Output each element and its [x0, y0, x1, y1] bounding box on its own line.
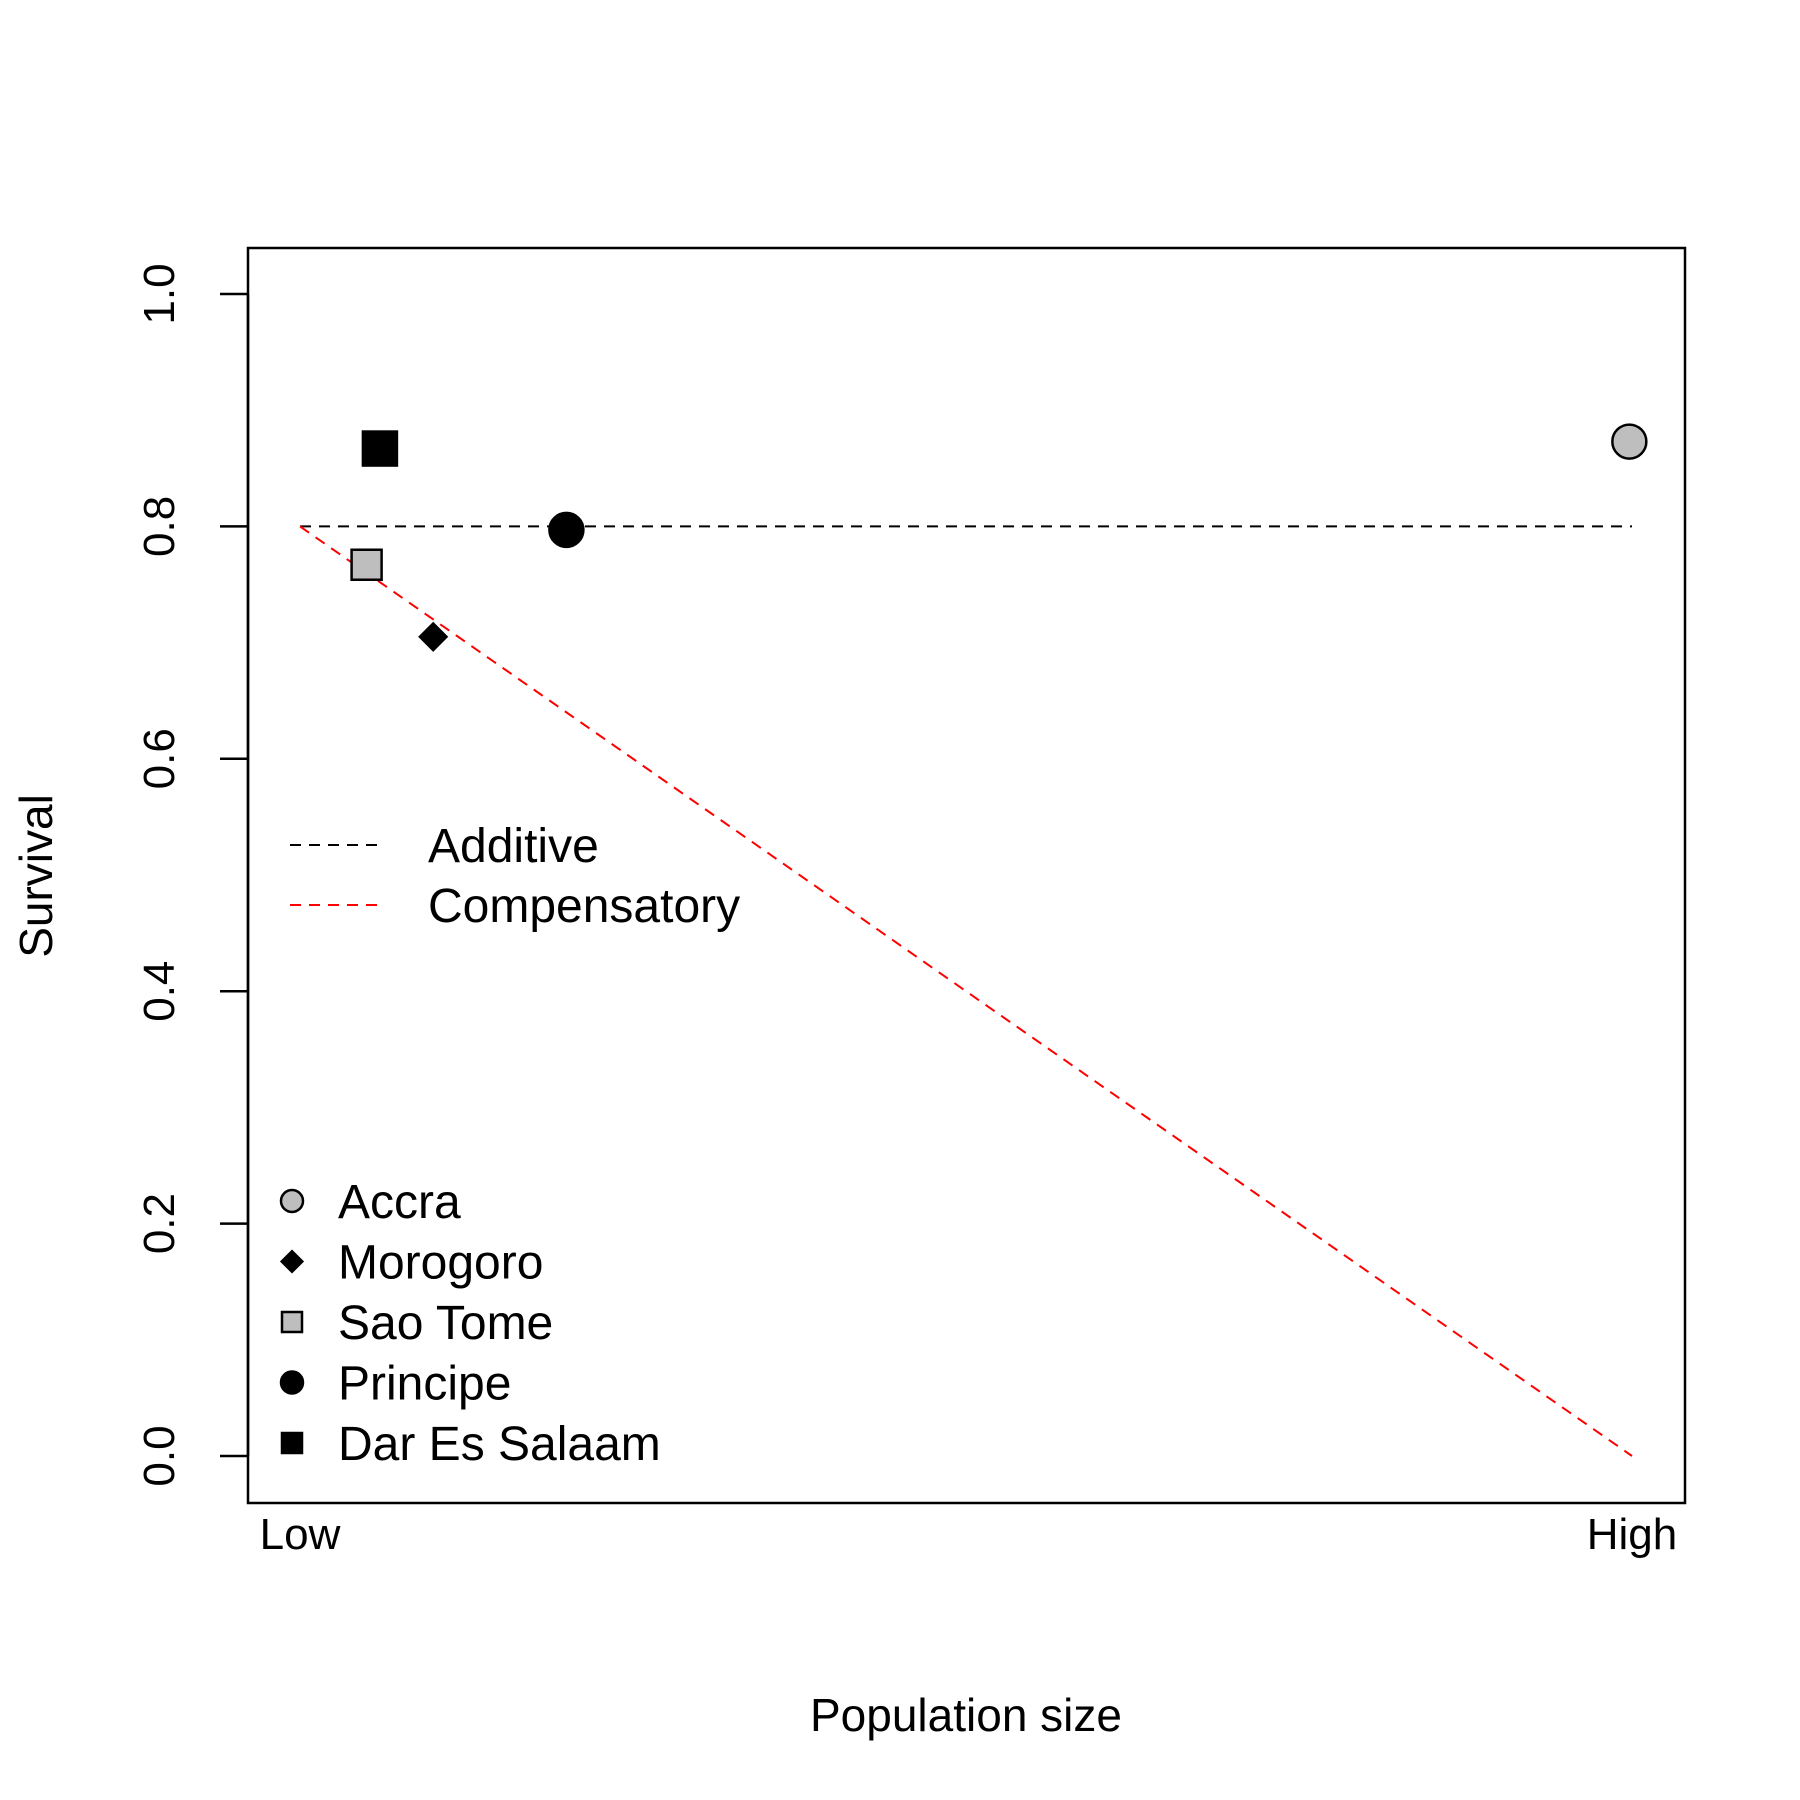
x-axis: Low High [260, 1510, 1678, 1559]
legend-label-morogoro: Morogoro [338, 1237, 543, 1290]
legend-swatch-accra [279, 1188, 305, 1214]
data-points [350, 423, 1648, 652]
x-tick-label: High [1587, 1510, 1678, 1559]
legend-label-additive: Additive [428, 820, 599, 873]
point-principe [548, 511, 585, 549]
y-tick-label: 0.8 [135, 496, 184, 557]
legend-swatch-principe [279, 1370, 305, 1395]
legend-label-accra: Accra [338, 1176, 461, 1229]
point-sao-tome [350, 548, 383, 581]
legend-label-dar-es-salaam: Dar Es Salaam [338, 1418, 661, 1471]
y-tick-label: 0.6 [135, 728, 184, 789]
legend-label-principe: Principe [338, 1358, 511, 1411]
legend-swatch-morogoro [279, 1249, 305, 1274]
series-lines [299, 525, 1633, 1457]
legend-label-sao-tome: Sao Tome [338, 1297, 553, 1350]
y-axis-title: Survival [10, 794, 62, 958]
y-tick-label: 1.0 [135, 263, 184, 324]
x-axis-title: Population size [810, 1689, 1122, 1741]
line-compensatory [299, 525, 1633, 1457]
y-axis: 0.0 0.2 0.4 0.6 0.8 1.0 [135, 263, 250, 1487]
y-tick-label: 0.0 [135, 1425, 184, 1486]
x-tick-label: Low [260, 1510, 341, 1559]
point-morogoro [418, 621, 449, 652]
legend-points: Accra Morogoro Sao Tome Principe Dar Es Sala… [279, 1176, 661, 1471]
point-accra [1611, 423, 1648, 460]
legend-label-compensatory: Compensatory [428, 880, 740, 933]
legend-swatch-dar-es-salaam [280, 1431, 304, 1455]
point-dar-es-salaam [361, 430, 399, 467]
y-tick-label: 0.2 [135, 1193, 184, 1254]
legend-lines: Additive Compensatory [290, 820, 740, 933]
legend-swatch-sao-tome [280, 1310, 304, 1334]
y-tick-label: 0.4 [135, 961, 184, 1022]
